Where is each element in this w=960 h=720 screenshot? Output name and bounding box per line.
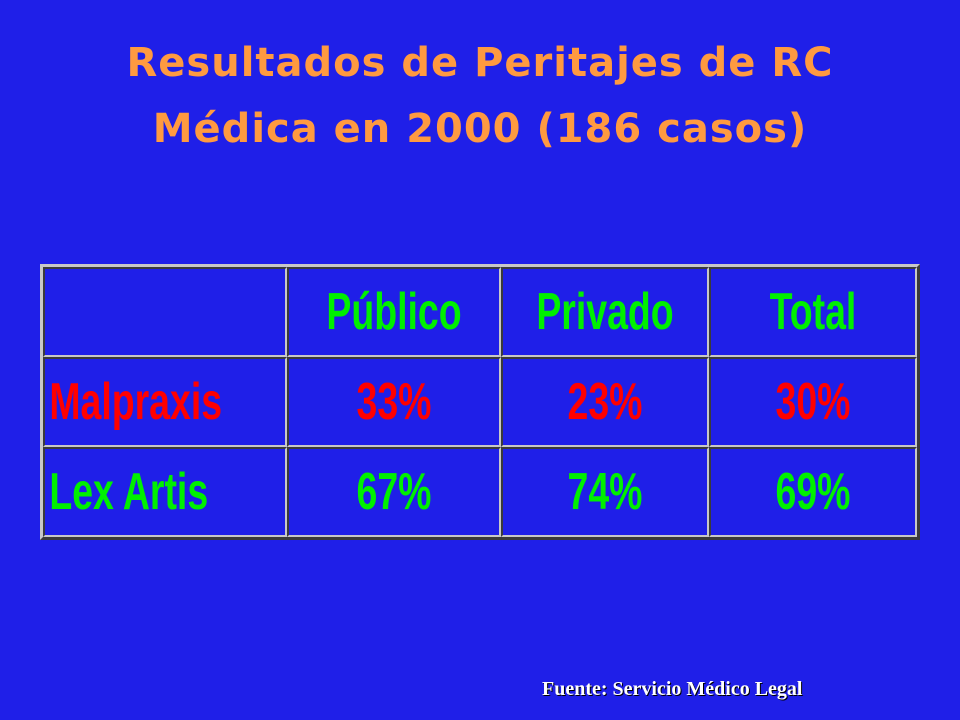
table-header-row: Público Privado Total — [43, 267, 917, 357]
value-cell: 69% — [709, 447, 917, 537]
table-row-lex-artis: Lex Artis 67% 74% 69% — [43, 447, 917, 537]
row-label-cell: Lex Artis — [43, 447, 287, 537]
lex-artis-total-value: 69% — [775, 463, 851, 521]
header-label-privado: Privado — [536, 283, 674, 341]
malpraxis-publico-value: 33% — [356, 373, 432, 431]
header-label-publico: Público — [326, 283, 462, 341]
lex-artis-privado-value: 74% — [567, 463, 643, 521]
header-cell-total: Total — [709, 267, 917, 357]
title-line-1: Resultados de Peritajes de RC — [126, 40, 834, 86]
lex-artis-publico-value: 67% — [356, 463, 432, 521]
value-cell: 23% — [501, 357, 709, 447]
row-label-malpraxis: Malpraxis — [49, 373, 223, 431]
header-cell-publico: Público — [287, 267, 501, 357]
value-cell: 67% — [287, 447, 501, 537]
source-footnote: Fuente: Servicio Médico Legal — [542, 678, 803, 700]
table-row-malpraxis: Malpraxis 33% 23% 30% — [43, 357, 917, 447]
results-table: Público Privado Total Malpraxis 33% 23% … — [40, 264, 920, 540]
header-cell-empty — [43, 267, 287, 357]
header-label-total: Total — [769, 283, 857, 341]
value-cell: 33% — [287, 357, 501, 447]
row-label-lex-artis: Lex Artis — [49, 463, 209, 521]
value-cell: 74% — [501, 447, 709, 537]
slide-title: Resultados de Peritajes de RC Médica en … — [0, 30, 960, 162]
title-line-2: Médica en 2000 (186 casos) — [152, 106, 808, 152]
malpraxis-privado-value: 23% — [567, 373, 643, 431]
header-cell-privado: Privado — [501, 267, 709, 357]
row-label-cell: Malpraxis — [43, 357, 287, 447]
value-cell: 30% — [709, 357, 917, 447]
malpraxis-total-value: 30% — [775, 373, 851, 431]
